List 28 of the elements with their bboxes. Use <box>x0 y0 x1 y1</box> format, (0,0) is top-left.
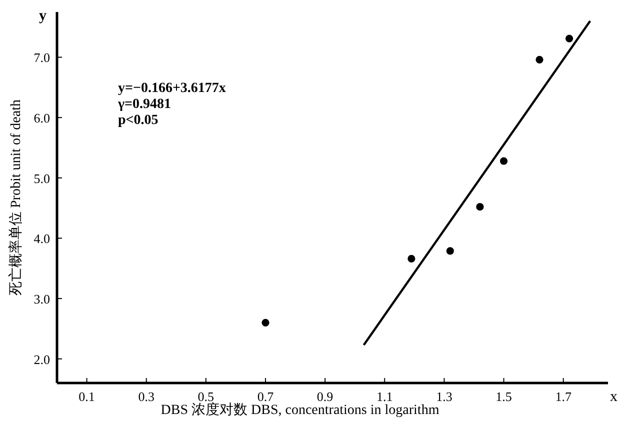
x-tick-label: 0.3 <box>138 389 154 404</box>
point <box>536 56 544 64</box>
x-tick-label: 0.7 <box>257 389 274 404</box>
x-tick-label: 0.9 <box>316 389 334 404</box>
point <box>262 318 270 326</box>
x-tick-label: 1.5 <box>496 389 512 404</box>
y-axis-title: 死亡概率单位 Probit unit of death <box>8 100 24 296</box>
point <box>446 247 454 255</box>
y-tick-label: 2.0 <box>34 352 50 367</box>
point <box>565 34 574 42</box>
point <box>408 254 416 263</box>
annotation: y=−0.166+3.6177x <box>118 81 226 96</box>
text: y <box>39 8 47 24</box>
y-tick-label: 5.0 <box>34 170 50 186</box>
y-tick-label: 7.0 <box>34 50 50 66</box>
point <box>500 157 508 165</box>
x-tick-label: 1.7 <box>555 389 572 404</box>
text: x <box>610 389 618 405</box>
annotation: p<0.05 <box>118 113 158 128</box>
y-tick-label: 4.0 <box>34 231 50 246</box>
x-tick-label: 1.1 <box>376 389 393 404</box>
x-tick-label: 1.3 <box>436 389 452 404</box>
x-tick-label: 0.1 <box>78 389 95 404</box>
point <box>476 203 484 211</box>
x-axis-title: DBS 浓度对数 DBS, concentrations in logarithm <box>160 402 440 418</box>
y-tick-label: 3.0 <box>34 292 50 307</box>
y-tick-label: 6.0 <box>34 110 50 126</box>
annotation: γ=0.9481 <box>117 97 172 112</box>
